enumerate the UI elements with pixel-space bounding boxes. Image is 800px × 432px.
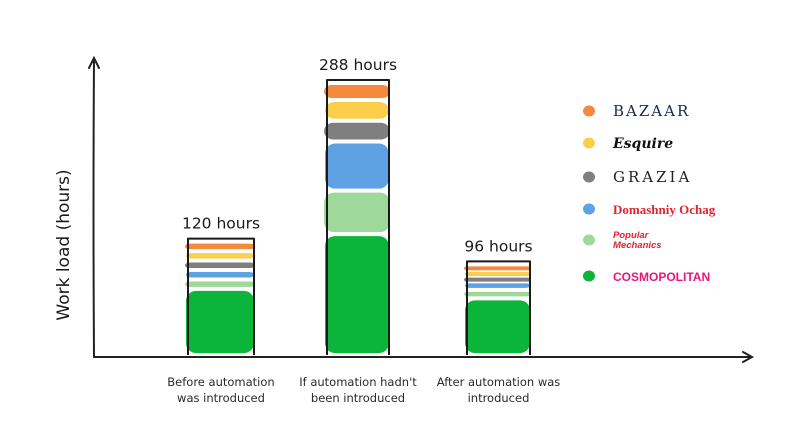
bazaar-swatch-icon <box>583 105 595 117</box>
bar-segment-cosmopolitan <box>186 290 254 353</box>
bar-segment-cosmopolitan <box>465 300 530 353</box>
popular-mechanics-swatch-icon <box>583 234 595 246</box>
bar-total-label: 96 hours <box>464 237 532 255</box>
bar-segment-popular-mechanics <box>185 281 255 287</box>
legend-label: Domashniy Ochag <box>613 202 716 217</box>
legend-label: COSMOPOLITAN <box>613 270 710 284</box>
legend-item: GRAZIA <box>583 168 692 186</box>
bar-segment-popular-mechanics <box>464 291 531 297</box>
y-axis-line <box>92 59 95 358</box>
bar-total-label: 120 hours <box>182 215 260 233</box>
x-axis-line <box>93 355 751 358</box>
esquire-swatch-icon <box>583 137 595 149</box>
category-label: After automation was <box>437 375 561 389</box>
legend-item: BAZAAR <box>583 102 690 120</box>
bar-segment-cosmopolitan <box>325 236 389 353</box>
bar-outline <box>326 79 390 355</box>
legend-label: Esquire <box>612 136 673 152</box>
y-axis-title: Work load (hours) <box>54 169 74 320</box>
bars-layer <box>185 79 531 355</box>
bar-segment-popular-mechanics <box>324 192 390 233</box>
bar-segment-grazia <box>185 262 255 268</box>
category-labels-layer: Before automation was introduced If automa… <box>167 375 560 405</box>
grazia-swatch-icon <box>583 171 595 183</box>
cosmopolitan-swatch-icon <box>583 270 595 282</box>
domashniy-swatch-icon <box>583 203 595 215</box>
category-label: Before automation <box>167 375 274 389</box>
bar-outline <box>187 237 255 355</box>
total-labels-layer: 120 hours 288 hours 96 hours <box>182 56 533 255</box>
category-label: been introduced <box>311 391 405 405</box>
legend-item: Domashniy Ochag <box>583 202 716 217</box>
bar-segment-esquire <box>465 272 530 276</box>
legend-label: Mechanics <box>613 240 662 251</box>
bar-segment-grazia <box>324 122 390 140</box>
bar-segment-domashniy-ochag <box>186 272 254 278</box>
category-label: introduced <box>468 391 530 405</box>
y-axis-arrow <box>88 55 100 69</box>
legend-item: Esquire <box>583 136 673 152</box>
bar-segment-bazaar <box>464 266 531 271</box>
axes <box>88 55 755 363</box>
bar-segment-esquire <box>186 253 254 259</box>
category-label: was introduced <box>177 391 265 405</box>
legend-label: GRAZIA <box>613 168 692 186</box>
bar-total-label: 288 hours <box>319 56 397 74</box>
category-label: If automation hadn't <box>299 375 417 389</box>
bar-segment-bazaar <box>185 243 255 250</box>
x-axis-arrow <box>742 351 755 363</box>
bar-segment-bazaar <box>324 85 390 98</box>
bar-segment-domashniy-ochag <box>325 143 389 189</box>
bar-outline <box>466 260 531 355</box>
bar-segment-esquire <box>325 102 389 119</box>
legend: BAZAAR Esquire GRAZIA Domashniy Ochag Popula… <box>583 102 716 284</box>
legend-label: BAZAAR <box>613 102 690 120</box>
legend-item: COSMOPOLITAN <box>583 270 710 284</box>
bar-segment-grazia <box>464 277 531 282</box>
bar-segment-domashniy-ochag <box>465 283 530 288</box>
legend-label: Popular <box>613 230 650 241</box>
